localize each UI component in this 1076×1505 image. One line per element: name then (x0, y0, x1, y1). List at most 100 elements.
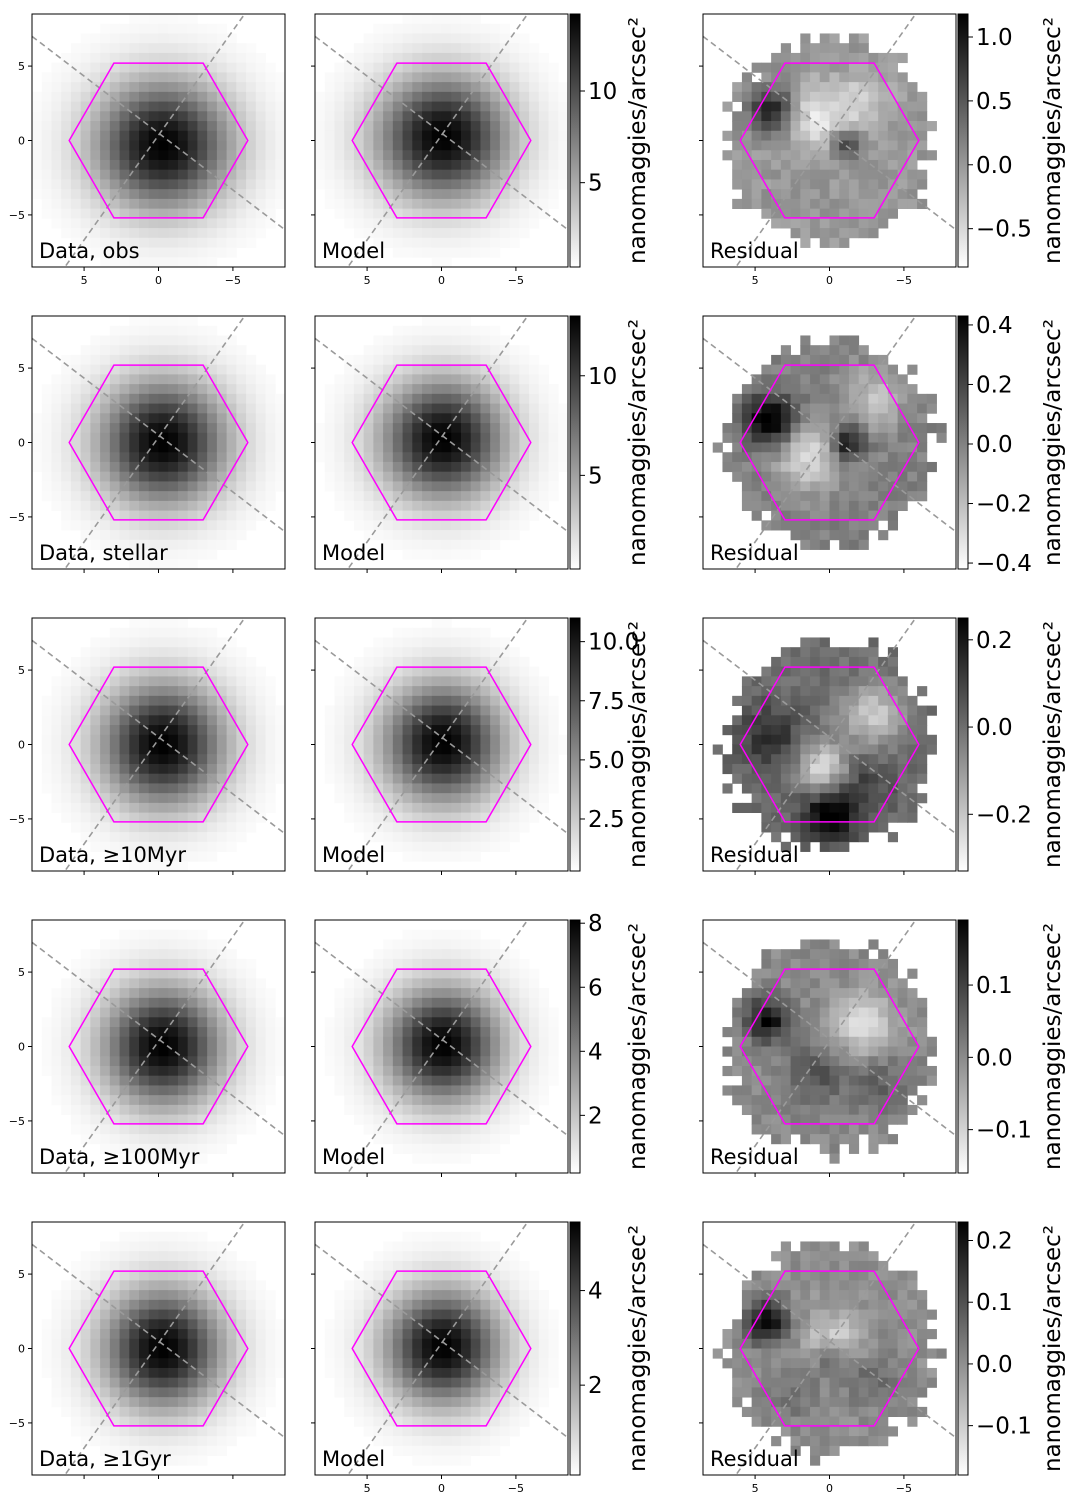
heatmap-cell (490, 471, 501, 482)
heatmap-cell (139, 618, 150, 629)
heatmap-cell (538, 189, 549, 200)
heatmap-cell (129, 1007, 140, 1018)
heatmap-cell (344, 52, 355, 64)
heatmap-cell (148, 500, 159, 512)
heatmap-cell (402, 82, 413, 93)
heatmap-cell (431, 228, 442, 239)
heatmap-cell (216, 247, 228, 258)
heatmap-cell (236, 423, 247, 434)
heatmap-cell (907, 442, 918, 453)
heatmap-cell (158, 851, 169, 862)
heatmap-cell (499, 23, 511, 34)
heatmap-cell (168, 1046, 179, 1057)
heatmap-cell (761, 763, 772, 775)
heatmap-cell (324, 91, 335, 102)
heatmap-cell (800, 783, 811, 794)
heatmap-cell (790, 715, 801, 726)
heatmap-cell (897, 793, 908, 804)
heatmap-cell (246, 91, 257, 102)
heatmap-cell (800, 111, 811, 122)
guide-line-1 (32, 337, 285, 533)
heatmap-cell (129, 1114, 140, 1125)
heatmap-cell (61, 432, 72, 443)
heatmap-cell (226, 432, 237, 443)
heatmap-cell (119, 676, 130, 687)
heatmap-cell (353, 1095, 365, 1106)
heatmap-cell (499, 452, 511, 463)
heatmap-cell (90, 1046, 101, 1057)
heatmap-cell (780, 452, 791, 463)
heatmap-cell (780, 208, 791, 219)
heatmap-cell (158, 1134, 169, 1145)
heatmap-cell (344, 754, 355, 765)
heatmap-cell (344, 997, 355, 1008)
heatmap-cell (810, 695, 821, 706)
heatmap-cell (412, 62, 423, 73)
heatmap-cell (187, 958, 198, 970)
heatmap-cell (51, 1065, 62, 1077)
heatmap-cell (324, 121, 335, 132)
heatmap-cell (158, 647, 169, 658)
heatmap-cell (402, 471, 413, 482)
heatmap-cell (187, 754, 198, 765)
heatmap-cell (858, 812, 869, 823)
heatmap-cell (207, 140, 218, 151)
heatmap-cell (148, 773, 159, 784)
heatmap-cell (907, 812, 918, 823)
heatmap-cell (168, 335, 179, 346)
heatmap-cell (100, 1046, 111, 1057)
heatmap-cell (80, 198, 91, 210)
heatmap-cell (207, 793, 218, 804)
heatmap-cell (732, 403, 743, 414)
heatmap-cell (548, 72, 559, 83)
heatmap-cell (41, 82, 52, 93)
heatmap-cell (451, 335, 462, 346)
hexagon-footprint (68, 968, 249, 1125)
heatmap-cell (848, 666, 860, 677)
heatmap-cell (917, 111, 928, 122)
heatmap-cell (402, 773, 413, 784)
heatmap-image (41, 929, 285, 1164)
heatmap-cell (460, 247, 472, 258)
heatmap-cell (158, 1065, 169, 1077)
heatmap-cell (197, 189, 208, 200)
heatmap-cell (499, 159, 511, 171)
heatmap-cell (402, 237, 413, 248)
heatmap-cell (771, 763, 782, 775)
heatmap-cell (187, 1153, 198, 1164)
heatmap-cell (119, 978, 130, 989)
heatmap-cell (168, 354, 179, 366)
heatmap-cell (441, 130, 452, 141)
heatmap-cell (839, 452, 850, 463)
heatmap-cell (780, 150, 791, 161)
heatmap-cell (509, 686, 520, 697)
heatmap-cell (255, 802, 266, 814)
heatmap-cell (771, 52, 782, 64)
heatmap-cell (412, 695, 423, 706)
heatmap-cell (383, 91, 394, 102)
heatmap-cell (431, 72, 442, 83)
heatmap-cell (422, 442, 433, 453)
heatmap-cell (509, 802, 520, 814)
heatmap-cell (373, 62, 384, 73)
heatmap-cell (139, 247, 150, 258)
heatmap-cell (246, 121, 257, 132)
heatmap-cell (363, 491, 374, 502)
heatmap-cell (780, 130, 791, 141)
heatmap-cell (177, 198, 189, 210)
heatmap-cell (187, 1085, 198, 1096)
heatmap-cell (460, 179, 472, 190)
heatmap-cell (392, 354, 403, 366)
heatmap-cell (538, 442, 549, 453)
heatmap-cell (771, 179, 782, 190)
heatmap-cell (392, 121, 403, 132)
heatmap-cell (129, 686, 140, 697)
heatmap-cell (441, 33, 452, 44)
heatmap-cell (216, 1007, 228, 1018)
heatmap-cell (51, 461, 62, 473)
heatmap-cell (907, 491, 918, 502)
heatmap-cell (90, 773, 101, 784)
heatmap-cell (732, 432, 743, 443)
heatmap-cell (800, 442, 811, 453)
heatmap-cell (917, 481, 928, 492)
